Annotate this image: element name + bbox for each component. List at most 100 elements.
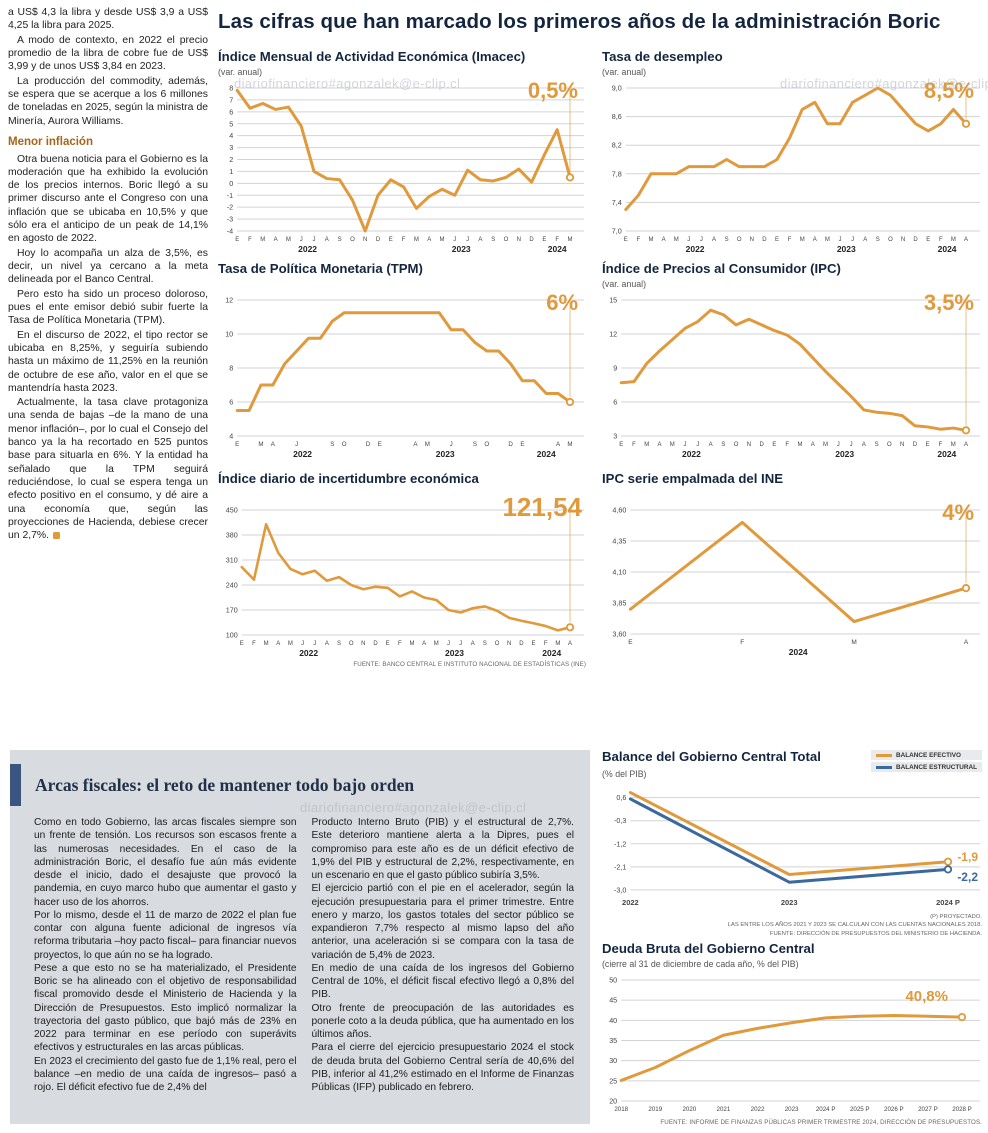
- svg-text:7,0: 7,0: [612, 226, 622, 235]
- svg-text:E: E: [628, 639, 633, 646]
- svg-text:A: A: [274, 237, 278, 243]
- svg-text:J: J: [459, 641, 462, 647]
- svg-text:310: 310: [226, 555, 238, 564]
- chart-subtitle: (var. anual): [602, 278, 647, 289]
- svg-text:M: M: [797, 442, 802, 448]
- svg-text:2022: 2022: [299, 648, 318, 658]
- svg-text:50: 50: [609, 975, 617, 984]
- svg-text:S: S: [337, 641, 341, 647]
- svg-text:J: J: [850, 442, 853, 448]
- svg-text:J: J: [839, 237, 842, 243]
- svg-text:J: J: [837, 442, 840, 448]
- article-paragraph: Otra buena noticia para el Gobierno es l…: [8, 153, 208, 245]
- svg-text:2022: 2022: [622, 898, 639, 907]
- svg-text:F: F: [555, 237, 559, 243]
- svg-text:2024: 2024: [542, 648, 561, 658]
- plot-area: 9,0 8,6 8,2 7,8 7,4 7,0 E F M A M J J A S O N D E F M A M J J A S O…: [602, 78, 982, 255]
- svg-text:O: O: [349, 641, 354, 647]
- svg-text:F: F: [402, 237, 406, 243]
- svg-text:2020: 2020: [682, 1106, 696, 1113]
- tpm-chart: Tasa de Política Monetaria (TPM) 12 10 8 6 4…: [218, 261, 586, 460]
- svg-text:2024: 2024: [937, 449, 956, 459]
- plot-area: 50 45 40 35 30 25 20 2018 2019 2020 2021 2022 2023 20…: [602, 970, 982, 1117]
- svg-text:E: E: [542, 237, 546, 243]
- svg-text:M: M: [568, 237, 573, 243]
- article-paragraph: a US$ 4,3 la libra y desde US$ 3,9 a US$…: [8, 7, 208, 32]
- svg-text:J: J: [466, 237, 469, 243]
- value-label: 4%: [942, 500, 974, 525]
- svg-text:S: S: [721, 442, 725, 448]
- svg-text:J: J: [450, 441, 453, 448]
- main-headline: Las cifras que han marcado los primeros …: [218, 10, 941, 33]
- svg-text:1: 1: [229, 167, 233, 176]
- chart-title: Deuda Bruta del Gobierno Central: [602, 941, 815, 956]
- svg-text:S: S: [473, 441, 477, 448]
- svg-text:A: A: [422, 641, 426, 647]
- svg-text:7,8: 7,8: [612, 169, 622, 178]
- svg-text:E: E: [378, 441, 382, 448]
- copper-paragraphs: a US$ 4,3 la libra y desde US$ 3,9 a US$…: [8, 6, 208, 128]
- svg-text:2025 P: 2025 P: [850, 1106, 870, 1113]
- svg-text:J: J: [684, 442, 687, 448]
- svg-text:2024: 2024: [938, 244, 957, 254]
- svg-text:2022: 2022: [682, 449, 701, 459]
- svg-text:D: D: [913, 442, 918, 448]
- svg-text:2028 P: 2028 P: [952, 1106, 972, 1113]
- svg-text:3: 3: [229, 143, 233, 152]
- svg-text:A: A: [271, 441, 276, 448]
- svg-text:380: 380: [226, 530, 238, 539]
- chart-subtitle: (var. anual): [602, 66, 647, 77]
- svg-text:2024 P: 2024 P: [936, 898, 960, 907]
- svg-text:F: F: [248, 237, 252, 243]
- svg-text:3: 3: [613, 431, 617, 440]
- value-label: 0,5%: [527, 78, 578, 103]
- uncertainty-chart: Índice diario de incertidumbre económica…: [218, 471, 586, 668]
- left-article-column: a US$ 4,3 la libra y desde US$ 3,9 a US$…: [8, 6, 208, 544]
- imacec-chart: Índice Mensual de Actividad Económica (I…: [218, 49, 586, 255]
- svg-text:F: F: [939, 237, 943, 243]
- svg-text:M: M: [258, 441, 263, 448]
- svg-text:A: A: [658, 442, 662, 448]
- svg-text:450: 450: [226, 505, 238, 514]
- article-paragraph: Hoy lo acompaña un alza de 3,5%, es deci…: [8, 247, 208, 286]
- svg-text:12: 12: [225, 295, 233, 304]
- svg-text:A: A: [863, 237, 867, 243]
- svg-text:F: F: [544, 641, 548, 647]
- value-label: 6%: [546, 290, 578, 315]
- svg-text:O: O: [484, 441, 489, 448]
- plot-area: 4,60 4,35 4,10 3,85 3,60 E F M A 2024: [602, 500, 982, 658]
- svg-text:S: S: [338, 237, 342, 243]
- svg-text:M: M: [825, 237, 830, 243]
- svg-text:M: M: [414, 237, 419, 243]
- fiscal-heading: Arcas fiscales: el reto de mantener todo…: [35, 774, 415, 795]
- svg-text:9,0: 9,0: [612, 83, 622, 92]
- fiscal-article-box: Arcas fiscales: el reto de mantener todo…: [10, 750, 590, 1124]
- svg-text:N: N: [747, 442, 751, 448]
- svg-text:2026 P: 2026 P: [884, 1106, 904, 1113]
- svg-text:M: M: [288, 641, 293, 647]
- svg-text:N: N: [507, 641, 511, 647]
- svg-text:A: A: [811, 442, 815, 448]
- fiscal-heading-row: Arcas fiscales: el reto de mantener todo…: [10, 750, 590, 810]
- svg-text:O: O: [734, 442, 739, 448]
- svg-text:O: O: [737, 237, 742, 243]
- svg-text:170: 170: [226, 605, 238, 614]
- svg-text:E: E: [235, 441, 239, 448]
- article-paragraph: Producto Interno Bruto (PIB) y el estruc…: [311, 817, 575, 881]
- balance-footnotes: (P) PROYECTADO. LAS ENTRE LOS AÑOS 2021 Y…: [602, 913, 982, 938]
- svg-text:30: 30: [609, 1056, 617, 1065]
- svg-text:N: N: [361, 641, 365, 647]
- svg-text:O: O: [350, 237, 355, 243]
- legend-item-estructural: BALANCE ESTRUCTURAL: [871, 762, 982, 772]
- footnote-line: FUENTE: DIRECCIÓN DE PRESUPUESTOS DEL MI…: [769, 930, 982, 937]
- svg-text:N: N: [901, 237, 905, 243]
- article-paragraph: Actualmente, la tasa clave protagoniza u…: [8, 397, 208, 542]
- plot-area: 12 10 8 6 4 E M A J S O D E A M J S O D E A M 2022 2023 2024: [218, 290, 586, 460]
- svg-text:D: D: [913, 237, 918, 243]
- svg-text:A: A: [964, 442, 968, 448]
- svg-text:F: F: [632, 442, 636, 448]
- svg-text:15: 15: [609, 295, 617, 304]
- ipc_ine-svg: 4,60 4,35 4,10 3,85 3,60E F M A 2024: [612, 505, 980, 657]
